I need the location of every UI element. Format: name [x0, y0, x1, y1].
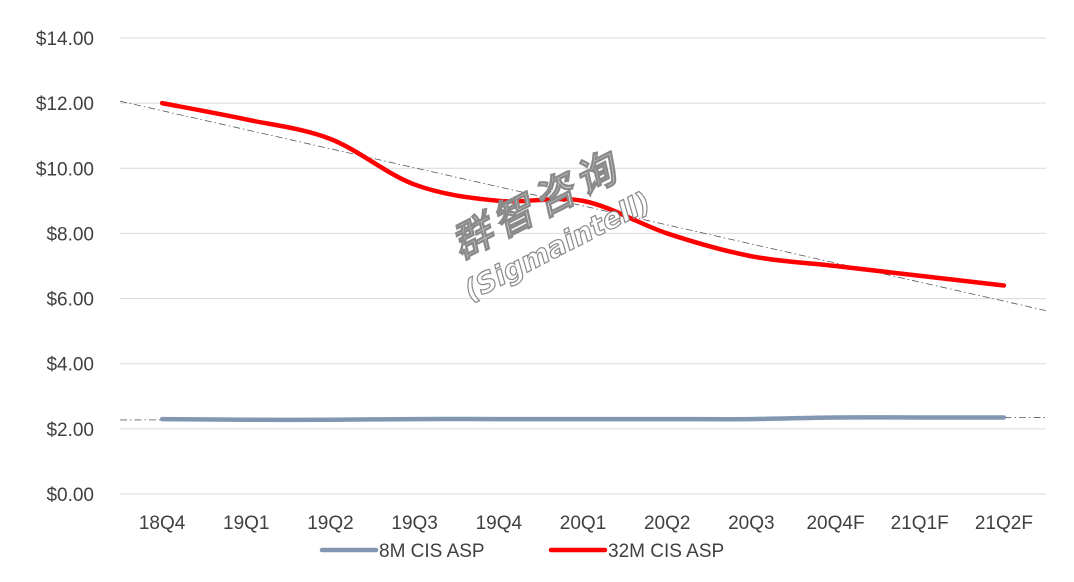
series-line: [159, 415, 1007, 423]
x-tick-label: 20Q1: [560, 513, 606, 534]
y-tick-label: $8.00: [46, 224, 94, 245]
x-tick-label: 20Q2: [644, 513, 690, 534]
trendlines: [119, 100, 1047, 421]
x-axis-tick-labels: 18Q4 19Q1 19Q2 19Q3 19Q4 20Q1 20Q2 20Q3 20Q4F 21Q…: [139, 513, 1033, 534]
x-tick-label: 19Q3: [391, 513, 437, 534]
series-lines: [159, 100, 1007, 423]
legend-label: 32M CIS ASP: [608, 541, 724, 562]
legend-label: 8M CIS ASP: [379, 541, 485, 562]
x-tick-label: 19Q2: [307, 513, 353, 534]
y-tick-label: $0.00: [46, 485, 94, 506]
y-tick-label: $2.00: [46, 420, 94, 441]
trendline: [119, 100, 1047, 311]
y-tick-label: $10.00: [36, 159, 94, 180]
x-tick-label: 18Q4: [139, 513, 186, 534]
series-line: [159, 100, 1007, 288]
watermark: 群智咨询(Sigmaintell): [444, 143, 657, 308]
x-tick-label: 20Q3: [728, 513, 774, 534]
x-tick-label: 21Q2F: [975, 513, 1033, 534]
x-tick-label: 20Q4F: [806, 513, 864, 534]
y-tick-label: $14.00: [36, 29, 94, 50]
legend: 8M CIS ASP 32M CIS ASP: [319, 541, 724, 562]
x-tick-label: 19Q4: [476, 513, 523, 534]
y-tick-label: $4.00: [46, 355, 94, 376]
y-axis-tick-labels: $0.00 $2.00 $4.00 $6.00 $8.00 $10.00 $12.00 $14…: [36, 29, 94, 506]
x-tick-label: 19Q1: [223, 513, 269, 534]
x-tick-label: 21Q1F: [891, 513, 949, 534]
gridlines: [120, 37, 1046, 495]
y-tick-label: $12.00: [36, 94, 94, 115]
y-tick-label: $6.00: [46, 290, 94, 311]
watermark-logo: 群智咨询(Sigmaintell): [444, 143, 657, 308]
